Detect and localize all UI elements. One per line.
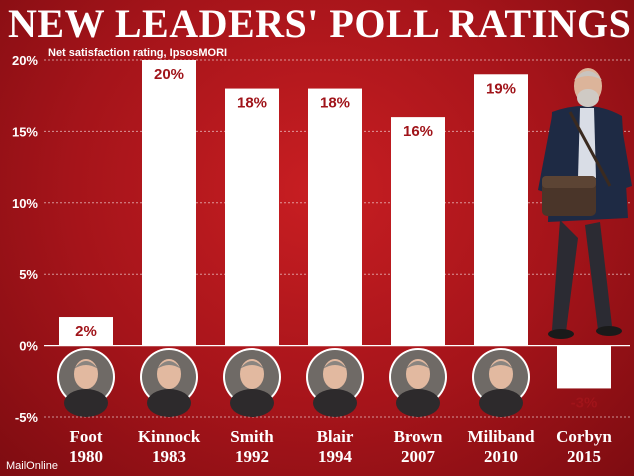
x-year-label: 2007 <box>401 447 436 466</box>
portraits <box>57 348 530 417</box>
data-label: 18% <box>237 95 267 112</box>
x-category-label: Miliband <box>467 427 535 446</box>
y-tick-label: -5% <box>15 410 39 425</box>
bar <box>308 88 362 346</box>
data-label: 18% <box>320 95 350 112</box>
chart-subtitle: Net satisfaction rating, IpsosMORI <box>48 47 228 59</box>
leader-portrait <box>472 348 530 417</box>
x-category-label: Blair <box>317 427 354 446</box>
y-tick-label: 10% <box>12 196 38 211</box>
x-year-label: 1980 <box>69 447 103 466</box>
leader-portrait <box>140 348 198 417</box>
x-category-label: Brown <box>394 427 443 446</box>
bar <box>474 74 528 346</box>
bar <box>225 88 279 346</box>
bar <box>391 117 445 346</box>
corbyn-figure <box>538 68 632 339</box>
leader-portrait <box>223 348 281 417</box>
data-label: 19% <box>486 80 516 97</box>
data-label: 20% <box>154 66 184 83</box>
x-category-label: Corbyn <box>556 427 612 446</box>
chart-title: NEW LEADERS' POLL RATINGS <box>8 1 632 46</box>
y-tick-label: 5% <box>19 267 38 282</box>
source-credit: MailOnline <box>6 460 58 472</box>
leader-portrait <box>57 348 115 417</box>
leader-portrait <box>389 348 447 417</box>
x-year-label: 2010 <box>484 447 518 466</box>
bar <box>142 60 196 346</box>
bar <box>59 317 113 346</box>
x-year-label: 1983 <box>152 447 186 466</box>
x-year-label: 1992 <box>235 447 269 466</box>
bar <box>557 345 611 389</box>
y-tick-label: 20% <box>12 53 38 68</box>
x-year-label: 2015 <box>567 447 601 466</box>
leader-figure <box>538 68 632 339</box>
leader-portrait <box>306 348 364 417</box>
y-tick-label: 0% <box>19 339 38 354</box>
y-tick-label: 15% <box>12 124 38 139</box>
bars <box>59 60 611 389</box>
data-label: -3% <box>571 394 598 411</box>
data-label: 2% <box>75 323 97 340</box>
x-category-label: Foot <box>69 427 102 446</box>
x-category-label: Kinnock <box>138 427 201 446</box>
x-year-label: 1994 <box>318 447 353 466</box>
x-category-label: Smith <box>230 427 274 446</box>
data-label: 16% <box>403 123 433 140</box>
